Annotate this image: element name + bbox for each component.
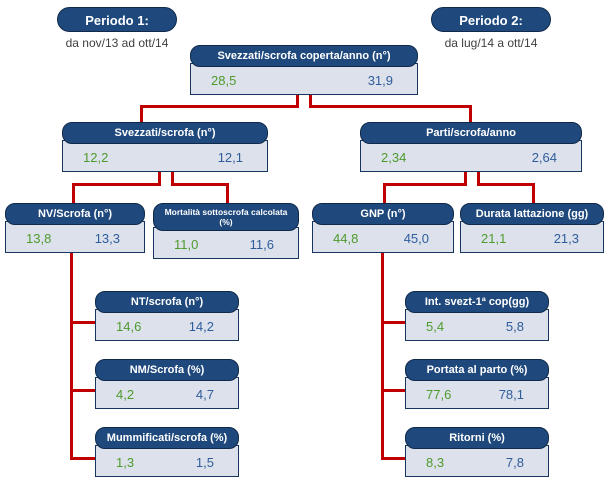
node-parti-scrofa-anno-values: 2,34 2,64	[360, 140, 582, 172]
node-mortalita-sottoscrofa: Mortalità sottoscrofa calcolata (%) 11,0…	[153, 203, 299, 259]
connector	[296, 91, 299, 108]
connector	[477, 168, 480, 186]
period1-value: 5,4	[426, 319, 445, 334]
node-mortalita-sottoscrofa-header: Mortalità sottoscrofa calcolata (%)	[153, 203, 299, 231]
connector	[70, 389, 96, 392]
connector	[383, 183, 386, 205]
period1-value: 1,3	[116, 455, 135, 470]
connector	[72, 183, 161, 186]
connector	[464, 168, 467, 186]
node-svezzati-scrofa-header: Svezzati/scrofa (n°)	[62, 122, 268, 144]
node-mummificati-scrofa-header: Mummificati/scrofa (%)	[95, 427, 239, 449]
connector	[381, 389, 406, 392]
node-parti-scrofa-anno: Parti/scrofa/anno 2,34 2,64	[360, 122, 582, 172]
node-mummificati-scrofa-values: 1,3 1,5	[95, 445, 239, 477]
period1-date-range: da nov/13 ad ott/14	[65, 36, 169, 50]
period2-value: 45,0	[403, 231, 429, 246]
period1-value: 21,1	[481, 231, 507, 246]
connector	[469, 105, 472, 125]
period2-value: 12,1	[217, 150, 243, 165]
node-nv-scrofa-values: 13,8 13,3	[5, 221, 145, 253]
node-nv-scrofa: NV/Scrofa (n°) 13,8 13,3	[5, 203, 145, 253]
node-nm-scrofa-values: 4,2 4,7	[95, 377, 239, 409]
connector	[70, 249, 73, 460]
connector	[381, 249, 384, 460]
period2-value: 14,2	[188, 319, 214, 334]
period1-value: 8,3	[426, 455, 445, 470]
connector	[140, 105, 143, 125]
period2-value: 5,8	[505, 319, 524, 334]
node-svezzati-scrofa-coperta-anno-header: Svezzati/scrofa coperta/anno (n°)	[190, 45, 418, 67]
node-nt-scrofa-header: NT/scrofa (n°)	[95, 291, 239, 313]
period2-value: 78,1	[498, 387, 524, 402]
node-durata-lattazione-header: Durata lattazione (gg)	[460, 203, 604, 225]
connector	[381, 457, 406, 460]
node-svezzati-scrofa-coperta-anno: Svezzati/scrofa coperta/anno (n°) 28,5 3…	[190, 45, 418, 95]
node-parti-scrofa-anno-header: Parti/scrofa/anno	[360, 122, 582, 144]
node-nm-scrofa: NM/Scrofa (%) 4,2 4,7	[95, 359, 239, 409]
connector	[70, 321, 96, 324]
period1-value: 44,8	[333, 231, 359, 246]
connector	[381, 321, 406, 324]
period2-value: 4,7	[195, 387, 214, 402]
connector	[477, 183, 535, 186]
node-ritorni: Ritorni (%) 8,3 7,8	[405, 427, 549, 477]
node-ritorni-header: Ritorni (%)	[405, 427, 549, 449]
node-portata-al-parto: Portata al parto (%) 77,6 78,1	[405, 359, 549, 409]
node-gnp-header: GNP (n°)	[312, 203, 454, 225]
connector	[171, 183, 229, 186]
node-mummificati-scrofa: Mummificati/scrofa (%) 1,3 1,5	[95, 427, 239, 477]
node-svezzati-scrofa-coperta-anno-values: 28,5 31,9	[190, 63, 418, 95]
connector	[226, 183, 229, 205]
period1-value: 11,0	[174, 237, 199, 252]
connector	[158, 168, 161, 186]
period1-value: 12,2	[83, 150, 109, 165]
node-gnp-values: 44,8 45,0	[312, 221, 454, 253]
period2-value: 21,3	[553, 231, 579, 246]
node-portata-al-parto-header: Portata al parto (%)	[405, 359, 549, 381]
period1-value: 28,5	[211, 73, 237, 88]
period2-value: 13,3	[94, 231, 120, 246]
period2-badge: Periodo 2:	[431, 7, 551, 32]
period2-value: 2,64	[531, 150, 557, 165]
period1-badge: Periodo 1:	[57, 7, 177, 32]
node-gnp: GNP (n°) 44,8 45,0	[312, 203, 454, 253]
period1-value: 4,2	[116, 387, 135, 402]
connector	[383, 183, 467, 186]
node-int-svezzamento-prima-copertura: Int. svezt-1ª cop(gg) 5,4 5,8	[405, 291, 549, 341]
connector	[171, 168, 174, 186]
connector	[72, 183, 75, 205]
node-mortalita-sottoscrofa-values: 11,0 11,6	[153, 227, 299, 259]
period1-value: 13,8	[26, 231, 52, 246]
node-svezzati-scrofa-values: 12,2 12,1	[62, 140, 268, 172]
connector	[532, 183, 535, 205]
node-portata-al-parto-values: 77,6 78,1	[405, 377, 549, 409]
node-nv-scrofa-header: NV/Scrofa (n°)	[5, 203, 145, 225]
period1-value: 77,6	[426, 387, 452, 402]
connector	[309, 91, 312, 108]
period2-value: 7,8	[505, 455, 524, 470]
period2-value: 11,6	[249, 237, 274, 252]
period1-value: 2,34	[381, 150, 407, 165]
period2-value: 31,9	[367, 73, 393, 88]
node-svezzati-scrofa: Svezzati/scrofa (n°) 12,2 12,1	[62, 122, 268, 172]
node-nt-scrofa-values: 14,6 14,2	[95, 309, 239, 341]
node-int-svezzamento-prima-copertura-values: 5,4 5,8	[405, 309, 549, 341]
connector	[140, 105, 299, 108]
node-durata-lattazione: Durata lattazione (gg) 21,1 21,3	[460, 203, 604, 253]
node-nm-scrofa-header: NM/Scrofa (%)	[95, 359, 239, 381]
node-nt-scrofa: NT/scrofa (n°) 14,6 14,2	[95, 291, 239, 341]
node-int-svezzamento-prima-copertura-header: Int. svezt-1ª cop(gg)	[405, 291, 549, 313]
node-durata-lattazione-values: 21,1 21,3	[460, 221, 604, 253]
period2-value: 1,5	[195, 455, 214, 470]
period1-value: 14,6	[116, 319, 142, 334]
node-ritorni-values: 8,3 7,8	[405, 445, 549, 477]
period2-date-range: da lug/14 a ott/14	[444, 36, 538, 50]
connector	[70, 457, 96, 460]
connector	[309, 105, 472, 108]
